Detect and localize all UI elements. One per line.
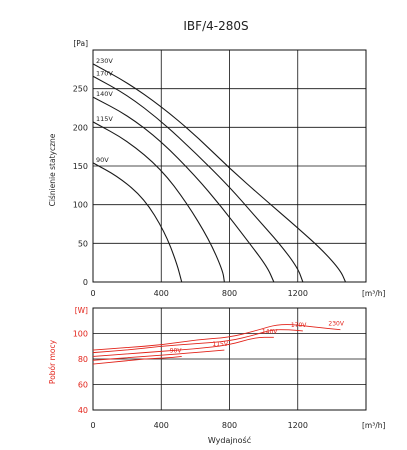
power-x-axis-title: Wydajność xyxy=(208,435,251,445)
pressure-series-label-170V: 170V xyxy=(96,69,113,77)
pressure-series-140V xyxy=(92,96,275,283)
power-x-tick-label: 1200 xyxy=(288,421,308,430)
power-series-140V xyxy=(92,336,274,357)
pressure-plot-frame xyxy=(92,49,367,283)
power-series-115V xyxy=(92,349,225,361)
power-x-tick-label: 800 xyxy=(222,421,237,430)
pressure-series-230V xyxy=(92,63,347,283)
power-x-tick-label: 0 xyxy=(90,421,95,430)
power-x-unit: [m³/h] xyxy=(362,421,386,430)
power-y-tick-label: 100 xyxy=(73,330,88,339)
power-x-tick-label: 400 xyxy=(154,421,169,430)
power-series-label-90V: 90V xyxy=(170,347,183,354)
pressure-x-tick-label: 0 xyxy=(90,289,95,298)
power-series-90V xyxy=(92,356,182,365)
power-panel: 0 400 800 1200 [m³/h] 40 60 80 100 [W] Pobór mocy W… xyxy=(48,306,386,445)
power-y-tick-label: 40 xyxy=(78,406,88,415)
chart-title: IBF/4-280S xyxy=(183,19,248,33)
pressure-panel: 0 400 800 1200 [m³/h] 0 50 100 150 200 250 [Pa] Ciśn… xyxy=(48,39,386,298)
pressure-y-tick-label: 100 xyxy=(73,201,88,210)
pressure-series-90V xyxy=(92,162,183,283)
pressure-series-170V xyxy=(92,75,304,283)
power-series-label-170V: 170V xyxy=(291,322,307,329)
power-plot-frame xyxy=(92,307,367,411)
pressure-x-tick-label: 400 xyxy=(154,289,169,298)
pressure-series-label-115V: 115V xyxy=(96,115,113,123)
pressure-y-unit: [Pa] xyxy=(73,39,88,48)
pressure-y-tick-label: 250 xyxy=(73,85,88,94)
power-series-label-115V: 115V xyxy=(212,341,228,348)
pressure-series-115V xyxy=(92,121,225,283)
power-y-tick-label: 80 xyxy=(78,355,88,364)
pressure-y-tick-label: 50 xyxy=(78,239,88,248)
pressure-x-tick-label: 1200 xyxy=(288,289,308,298)
pressure-x-tick-label: 800 xyxy=(222,289,237,298)
pressure-x-unit: [m³/h] xyxy=(362,289,386,298)
pressure-series-label-90V: 90V xyxy=(96,156,109,164)
power-y-unit: [W] xyxy=(75,306,88,315)
power-y-tick-label: 60 xyxy=(78,381,88,390)
power-y-axis-title: Pobór mocy xyxy=(48,339,57,384)
pressure-series-label-140V: 140V xyxy=(96,90,113,98)
pressure-series-label-230V: 230V xyxy=(96,57,113,65)
pressure-y-axis-title: Ciśnienie statyczne xyxy=(48,133,57,206)
pressure-y-tick-label: 200 xyxy=(73,123,88,132)
power-series-label-230V: 230V xyxy=(328,321,344,328)
pressure-y-tick-label: 150 xyxy=(73,162,88,171)
power-series-170V xyxy=(92,329,303,354)
power-series-230V xyxy=(92,324,341,351)
power-series-label-140V: 140V xyxy=(262,328,278,335)
pressure-y-tick-label: 0 xyxy=(83,278,88,287)
